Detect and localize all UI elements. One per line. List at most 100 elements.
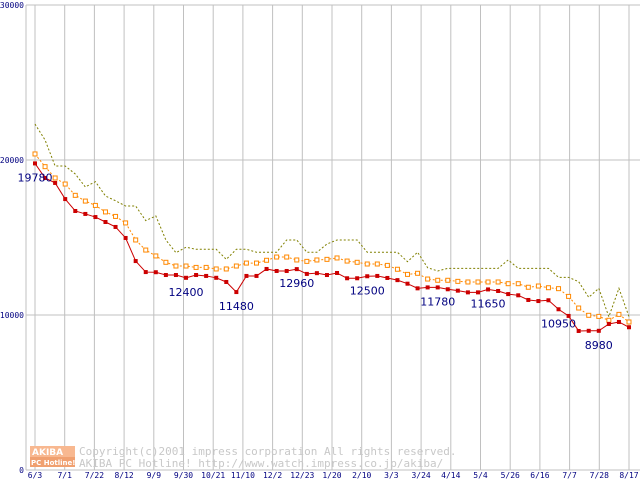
data-point-min <box>516 293 521 298</box>
data-point-avg <box>576 305 582 311</box>
logo-bottom-bg <box>30 457 75 467</box>
data-point-min <box>455 288 460 293</box>
data-point-min <box>294 267 299 272</box>
data-point-avg <box>72 192 78 198</box>
data-point-avg <box>233 263 239 269</box>
price-annotation: 10950 <box>541 317 576 330</box>
data-point-min <box>355 276 360 281</box>
x-tick-label: 8/17 <box>619 471 638 480</box>
y-tick-label: 20000 <box>0 156 24 165</box>
data-point-avg <box>153 253 159 259</box>
data-point-min <box>496 288 501 293</box>
data-point-min <box>576 328 581 333</box>
series-line-avg <box>34 153 630 323</box>
price-annotation: 12960 <box>279 277 314 290</box>
data-point-min <box>365 274 370 279</box>
data-point-min <box>405 281 410 286</box>
y-tick-label: 10000 <box>0 311 24 320</box>
x-tick-label: 7/7 <box>562 471 577 480</box>
x-tick-label: 8/12 <box>114 471 133 480</box>
data-point-avg <box>294 257 300 263</box>
data-point-min <box>314 271 319 276</box>
data-point-min <box>385 275 390 280</box>
grid <box>26 4 640 471</box>
data-point-avg <box>123 220 129 226</box>
series-line-max <box>34 123 630 319</box>
copyright-line: Copyright(c)2001 impress corporation All… <box>79 445 457 458</box>
data-point-avg <box>384 262 390 268</box>
x-tick-label: 4/14 <box>441 471 460 480</box>
price-annotation: 12400 <box>169 286 204 299</box>
data-point-avg <box>535 283 541 289</box>
data-point-avg <box>455 278 461 284</box>
x-tick-label: 5/26 <box>501 471 520 480</box>
data-point-min <box>486 287 491 292</box>
data-point-min <box>324 273 329 278</box>
data-point-avg <box>324 256 330 262</box>
data-point-avg <box>304 258 310 264</box>
data-point-min <box>224 279 229 284</box>
data-point-avg <box>525 284 531 290</box>
price-annotation: 11480 <box>219 300 254 313</box>
y-tick-label: 0 <box>19 466 24 475</box>
data-point-avg <box>193 264 199 270</box>
x-tick-label: 3/3 <box>384 471 399 480</box>
x-tick-label: 9/30 <box>174 471 193 480</box>
data-point-min <box>425 285 430 290</box>
data-point-min <box>264 266 269 271</box>
url-line: AKIBA PC Hotline! http://www.watch.impre… <box>79 457 443 470</box>
x-tick-label: 7/1 <box>57 471 72 480</box>
x-tick-label: 12/2 <box>263 471 282 480</box>
data-point-avg <box>425 276 431 282</box>
data-point-min <box>375 273 380 278</box>
data-point-avg <box>264 257 270 263</box>
x-tick-label: 9/9 <box>147 471 162 480</box>
data-point-avg <box>183 263 189 269</box>
data-point-avg <box>314 257 320 263</box>
data-point-min <box>526 297 531 302</box>
x-tick-label: 11/10 <box>231 471 255 480</box>
data-point-min <box>63 197 68 202</box>
data-point-avg <box>223 266 229 272</box>
data-point-avg <box>556 286 562 292</box>
data-point-avg <box>566 293 572 299</box>
x-tick-label: 3/24 <box>411 471 430 480</box>
data-point-avg <box>445 277 451 283</box>
data-point-min <box>566 313 571 318</box>
price-annotation: 12500 <box>350 284 385 297</box>
data-point-min <box>616 319 621 324</box>
data-point-avg <box>515 281 521 287</box>
data-point-min <box>627 325 631 330</box>
data-point-min <box>435 285 440 290</box>
data-point-avg <box>62 181 68 187</box>
x-tick-label: 5/4 <box>473 471 488 480</box>
data-point-min <box>143 270 148 275</box>
x-tick-label: 7/28 <box>590 471 609 480</box>
data-point-min <box>596 328 601 333</box>
data-point-avg <box>616 311 622 317</box>
series-group <box>32 123 632 333</box>
data-point-min <box>475 290 480 295</box>
data-point-min <box>204 273 209 278</box>
data-point-avg <box>394 266 400 272</box>
data-point-avg <box>52 175 58 181</box>
price-annotation: 19780 <box>18 171 53 184</box>
data-point-avg <box>364 261 370 267</box>
data-point-avg <box>374 261 380 267</box>
data-point-avg <box>253 260 259 266</box>
data-point-min <box>415 286 420 291</box>
data-point-min <box>153 270 158 275</box>
data-point-avg <box>596 313 602 319</box>
data-point-avg <box>102 209 108 215</box>
data-point-avg <box>485 279 491 285</box>
data-point-min <box>274 268 279 273</box>
x-tick-label: 1/20 <box>322 471 341 480</box>
data-point-min <box>43 175 48 180</box>
data-point-min <box>335 270 340 275</box>
data-point-min <box>123 235 128 240</box>
data-point-min <box>173 273 178 278</box>
data-point-avg <box>405 271 411 277</box>
x-tick-label: 12/23 <box>290 471 314 480</box>
